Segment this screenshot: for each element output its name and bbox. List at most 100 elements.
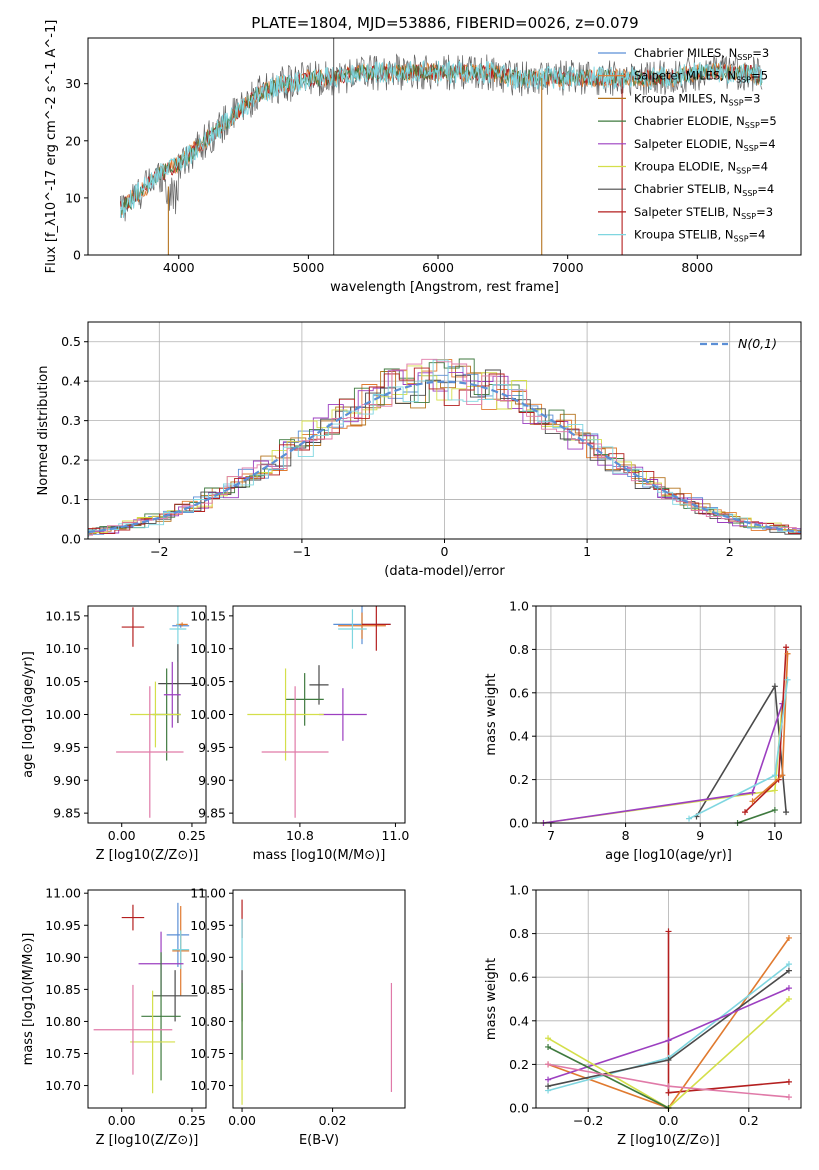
- weight-point-marker: [545, 1043, 552, 1050]
- y-tick-label: 0.1: [61, 492, 81, 507]
- spectrum-legend: Chabrier MILES, NSSP=3 Salpeter MILES, NS…: [598, 46, 777, 244]
- plot-content: [93, 902, 198, 1094]
- plot-weight-vs-Z: −0.2 0.0 0.2 0.0 0.2 0.4 0.6 0.8 1.0 Z [log10(Z/Z…: [484, 883, 802, 1148]
- legend-entry: Kroupa ELODIE, NSSP=4: [634, 160, 768, 176]
- weight-series-line: [547, 1046, 669, 1109]
- y-tick-label: 0.8: [509, 926, 529, 941]
- weight-series-line: [737, 809, 776, 824]
- error-bar-point: [116, 686, 184, 818]
- figure-title: PLATE=1804, MJD=53886, FIBERID=0026, z=0…: [251, 14, 638, 32]
- x-tick-label: 0.2: [739, 1113, 759, 1128]
- axes-frame: [87, 37, 802, 256]
- weight-series-line: [667, 931, 790, 1094]
- weight-point-marker: [665, 1089, 672, 1096]
- weight-point-marker: [779, 772, 786, 779]
- y-tick-label: 0.5: [61, 334, 81, 349]
- axes-frame: [535, 605, 802, 824]
- y-tick-label: 0.0: [509, 816, 529, 831]
- x-tick-label: 7000: [552, 260, 584, 275]
- legend-entry: Kroupa STELIB, NSSP=4: [634, 228, 765, 244]
- legend-entry: Salpeter MILES, NSSP=5: [634, 69, 768, 85]
- spectrum-line: [120, 63, 763, 214]
- weight-point-marker: [784, 676, 791, 683]
- x-tick-label: 2: [726, 544, 734, 559]
- y-tick-label: 10: [65, 190, 81, 205]
- y-tick-label: 10.00: [190, 707, 226, 722]
- weight-point-marker: [742, 809, 749, 816]
- weight-point-marker: [785, 1094, 792, 1101]
- x-axis-label: Z [log10(Z/Z⊙)]: [96, 848, 199, 863]
- y-tick-label: 10.95: [190, 918, 226, 933]
- legend-entry: Chabrier MILES, NSSP=3: [634, 46, 769, 62]
- y-tick-label: 0.3: [61, 413, 81, 428]
- y-tick-label: 1.0: [509, 599, 529, 614]
- plot-weight-vs-age: 7 8 9 10 0.0 0.2 0.4 0.6 0.8 1.0 age [log10(age/yr…: [484, 599, 802, 863]
- x-tick-label: 0.25: [178, 1113, 206, 1128]
- error-bar-point: [261, 686, 329, 818]
- legend-entry: Chabrier ELODIE, NSSP=5: [634, 114, 777, 130]
- y-tick-label: 10.90: [190, 950, 226, 965]
- x-tick-label: 0.00: [108, 828, 136, 843]
- weight-point-marker: [785, 1078, 792, 1085]
- error-bar-point: [93, 984, 173, 1075]
- y-axis-label: mass weight: [484, 673, 499, 755]
- plot-content: [87, 358, 802, 538]
- weight-point-marker: [665, 928, 672, 935]
- error-bar-point: [338, 609, 367, 649]
- y-tick-label: 9.95: [53, 740, 81, 755]
- y-tick-label: 0.2: [509, 772, 529, 787]
- y-tick-label: 9.85: [198, 806, 226, 821]
- y-axis-label: Flux [f_λ10^-17 erg cm^-2 s^-1 A^-1]: [44, 20, 59, 274]
- error-bar-point: [166, 902, 190, 967]
- x-axis-label: Z [log10(Z/Z⊙)]: [96, 1133, 199, 1148]
- weight-point-marker: [785, 967, 792, 974]
- weight-point-marker: [545, 1076, 552, 1083]
- y-tick-label: 0.4: [509, 729, 529, 744]
- legend-entry: N(0,1): [738, 336, 777, 351]
- y-tick-label: 11.00: [45, 886, 81, 901]
- y-tick-label: 10.15: [190, 608, 226, 623]
- x-tick-label: 0.25: [178, 828, 206, 843]
- y-tick-label: 10.90: [45, 950, 81, 965]
- y-axis-label: Normed distribution: [36, 366, 51, 496]
- y-tick-label: 10.05: [45, 674, 81, 689]
- y-tick-label: 0.6: [509, 685, 529, 700]
- weight-point-marker: [545, 1035, 552, 1042]
- y-tick-label: 10.75: [190, 1046, 226, 1061]
- plot-content: [241, 899, 393, 1105]
- x-tick-label: 8000: [681, 260, 713, 275]
- y-tick-label: 10.10: [190, 641, 226, 656]
- error-bar-point: [163, 661, 181, 728]
- y-tick-label: 10.85: [190, 982, 226, 997]
- y-tick-label: 11.00: [190, 886, 226, 901]
- error-bar-point: [121, 607, 145, 647]
- weight-point-marker: [545, 1061, 552, 1068]
- x-axis-label: mass [log10(M/M⊙)]: [253, 848, 386, 863]
- x-axis-label: Z [log10(Z/Z⊙)]: [617, 1133, 720, 1148]
- plot-content: [540, 644, 791, 826]
- legend-entry: Chabrier STELIB, NSSP=4: [634, 182, 774, 198]
- x-axis-label: (data-model)/error: [384, 564, 505, 579]
- error-bar-point: [158, 644, 198, 724]
- y-tick-label: 10.05: [190, 674, 226, 689]
- axes-frame: [232, 889, 406, 1109]
- error-bar-point: [121, 904, 145, 931]
- y-axis-label: mass [log10(M/M⊙)]: [21, 933, 36, 1066]
- plot-age-vs-mass: 10.8 11.0 9.85 9.90 9.95 10.00 10.05 10.10 10.15…: [190, 605, 409, 863]
- error-bar-point: [338, 612, 386, 639]
- x-axis-label: age [log10(age/yr)]: [605, 848, 732, 863]
- weight-point-marker: [771, 806, 778, 813]
- x-axis-label: wavelength [Angstrom, rest frame]: [330, 280, 559, 295]
- x-tick-label: 0: [441, 544, 449, 559]
- axes-frame: [87, 889, 207, 1109]
- error-bar-point: [247, 668, 324, 761]
- weight-point-marker: [686, 815, 693, 822]
- y-tick-label: 9.95: [198, 740, 226, 755]
- weight-point-marker: [785, 961, 792, 968]
- plot-content: [119, 38, 763, 255]
- y-tick-label: 0.0: [61, 532, 81, 547]
- x-tick-label: −2: [150, 544, 168, 559]
- weight-point-marker: [665, 1057, 672, 1064]
- x-axis-label: E(B-V): [299, 1133, 339, 1148]
